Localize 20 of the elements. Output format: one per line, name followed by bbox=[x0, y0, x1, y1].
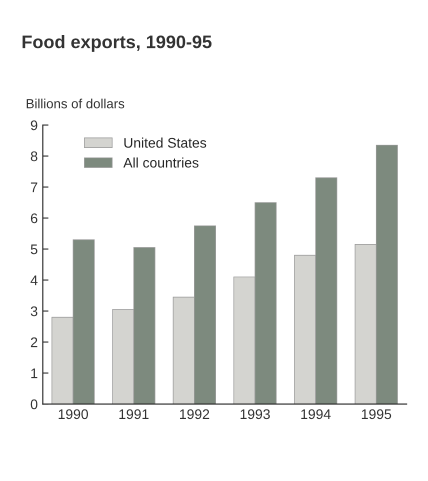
y-tick-label: 2 bbox=[30, 337, 38, 348]
y-tick-label: 4 bbox=[30, 276, 38, 286]
x-tick-label: 1991 bbox=[119, 409, 149, 420]
y-tick-label: 6 bbox=[30, 213, 38, 224]
y-axis-title: Billions of dollars bbox=[26, 98, 124, 108]
y-tick-label: 5 bbox=[30, 244, 38, 254]
x-tick-label: 1992 bbox=[180, 409, 210, 420]
x-tick-label: 1995 bbox=[362, 409, 392, 420]
y-tick-label: 8 bbox=[30, 151, 38, 162]
y-tick-label: 1 bbox=[31, 368, 38, 378]
legend-label: United States bbox=[124, 138, 206, 148]
x-tick-label: 1993 bbox=[240, 409, 270, 420]
y-tick-label: 0 bbox=[30, 399, 38, 410]
x-tick-label: 1990 bbox=[58, 409, 88, 420]
x-tick-label: 1994 bbox=[301, 409, 331, 420]
y-tick-label: 9 bbox=[30, 120, 38, 130]
y-tick-label: 3 bbox=[30, 306, 38, 316]
y-tick-label: 7 bbox=[30, 182, 38, 192]
legend-label: All countries bbox=[123, 157, 198, 168]
chart-title: Food exports, 1990-95 bbox=[22, 35, 212, 52]
